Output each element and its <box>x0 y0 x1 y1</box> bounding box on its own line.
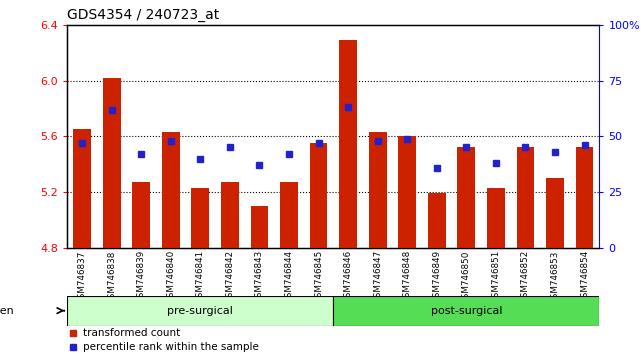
Bar <box>162 132 179 248</box>
Text: percentile rank within the sample: percentile rank within the sample <box>83 342 259 352</box>
Text: specimen: specimen <box>0 306 14 316</box>
Bar <box>458 147 475 248</box>
Text: GSM746837: GSM746837 <box>78 250 87 304</box>
Bar <box>103 78 121 248</box>
Text: GSM746854: GSM746854 <box>580 250 589 303</box>
Text: GSM746848: GSM746848 <box>403 250 412 303</box>
Bar <box>132 182 150 248</box>
Text: GSM746839: GSM746839 <box>137 250 146 303</box>
Bar <box>221 182 238 248</box>
Text: post-surgical: post-surgical <box>431 306 502 316</box>
Text: GSM746840: GSM746840 <box>166 250 175 303</box>
Bar <box>339 40 357 248</box>
Text: GSM746851: GSM746851 <box>492 250 501 303</box>
Text: GSM746844: GSM746844 <box>285 250 294 303</box>
Bar <box>280 182 298 248</box>
Text: GSM746846: GSM746846 <box>344 250 353 303</box>
Text: GSM746850: GSM746850 <box>462 250 471 304</box>
Text: GSM746845: GSM746845 <box>314 250 323 303</box>
Bar <box>546 178 564 248</box>
Bar <box>369 132 387 248</box>
Text: GSM746849: GSM746849 <box>432 250 441 303</box>
Text: pre-surgical: pre-surgical <box>167 306 233 316</box>
Text: GSM746843: GSM746843 <box>255 250 264 303</box>
Bar <box>310 143 328 248</box>
Bar <box>428 193 445 248</box>
Bar <box>487 188 504 248</box>
Text: GSM746847: GSM746847 <box>373 250 382 303</box>
Text: GSM746853: GSM746853 <box>551 250 560 304</box>
Bar <box>67 296 333 326</box>
Bar <box>73 129 91 248</box>
Text: GSM746842: GSM746842 <box>226 250 235 303</box>
Bar <box>398 136 416 248</box>
Bar <box>251 206 269 248</box>
Text: GSM746838: GSM746838 <box>107 250 116 304</box>
Text: transformed count: transformed count <box>83 328 181 338</box>
Bar <box>576 147 594 248</box>
Bar <box>517 147 535 248</box>
Text: GSM746841: GSM746841 <box>196 250 205 303</box>
Bar <box>192 188 209 248</box>
Bar <box>333 296 599 326</box>
Text: GSM746852: GSM746852 <box>521 250 530 303</box>
Text: GDS4354 / 240723_at: GDS4354 / 240723_at <box>67 8 220 22</box>
